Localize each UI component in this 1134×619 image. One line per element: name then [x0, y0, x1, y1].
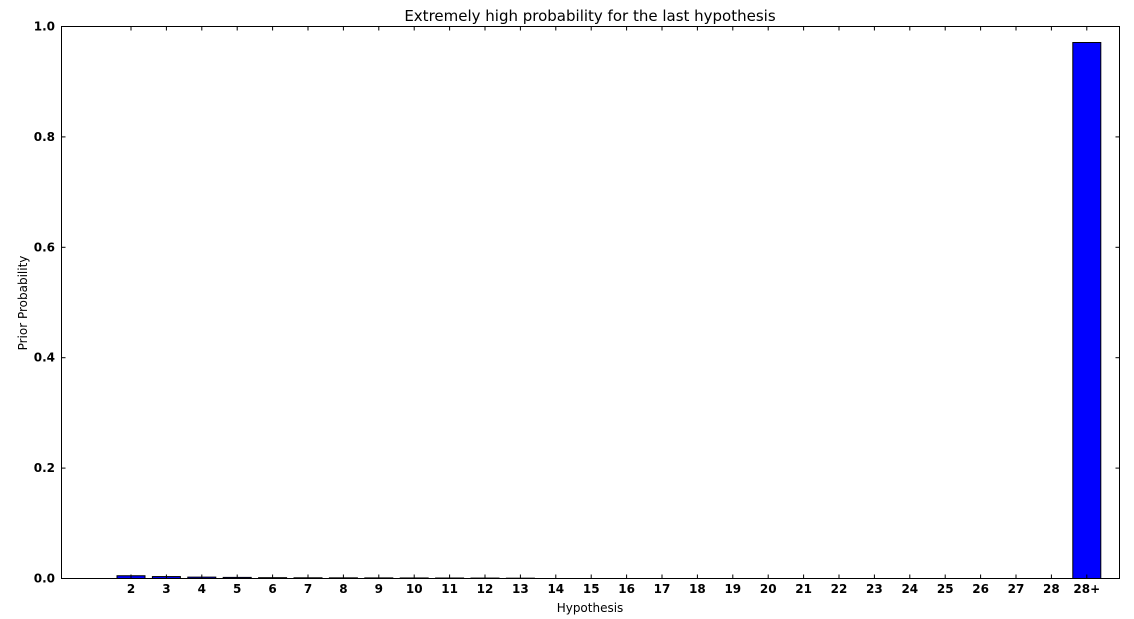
- y-tick-label-0.2: 0.2: [34, 461, 55, 475]
- x-tick-label-22: 22: [831, 582, 848, 596]
- x-tick-label-3: 3: [162, 582, 170, 596]
- x-tick-label-23: 23: [866, 582, 883, 596]
- y-tick-label-1.0: 1.0: [34, 20, 55, 34]
- x-tick-label-12: 12: [477, 582, 494, 596]
- y-tick-label-0.8: 0.8: [34, 130, 55, 144]
- x-axis-label: Hypothesis: [557, 601, 624, 615]
- x-tick-label-2: 2: [127, 582, 135, 596]
- x-tick-label-14: 14: [547, 582, 564, 596]
- bar-28+: [1072, 42, 1102, 579]
- x-tick-label-11: 11: [441, 582, 458, 596]
- x-tick-label-7: 7: [304, 582, 312, 596]
- x-tick-label-21: 21: [795, 582, 812, 596]
- x-tick-label-9: 9: [375, 582, 383, 596]
- y-tick-label-0.0: 0.0: [34, 572, 55, 586]
- x-tick-label-27: 27: [1008, 582, 1025, 596]
- x-tick-label-16: 16: [618, 582, 635, 596]
- ticks-group: 2 3 4 5 6 7 8 9 10 11 12 13 14 15 16 17 18 19 20 21 22 23 24 25…: [34, 20, 1120, 596]
- y-tick-label-0.4: 0.4: [34, 351, 55, 365]
- x-tick-label-13: 13: [512, 582, 529, 596]
- x-tick-label-17: 17: [654, 582, 671, 596]
- bars-group: [116, 42, 1102, 580]
- x-tick-label-18: 18: [689, 582, 706, 596]
- x-tick-label-10: 10: [406, 582, 423, 596]
- x-tick-label-5: 5: [233, 582, 241, 596]
- y-axis-label: Prior Probability: [16, 256, 30, 351]
- x-tick-label-24: 24: [901, 582, 918, 596]
- x-tick-label-8: 8: [339, 582, 347, 596]
- x-tick-label-20: 20: [760, 582, 777, 596]
- x-tick-label-28: 28: [1043, 582, 1060, 596]
- x-tick-label-26: 26: [972, 582, 989, 596]
- plot-frame: [61, 26, 1120, 579]
- x-tick-label-6: 6: [268, 582, 276, 596]
- chart-title: Extremely high probability for the last …: [404, 7, 776, 25]
- x-tick-label-4: 4: [198, 582, 206, 596]
- y-tick-label-0.6: 0.6: [34, 240, 55, 254]
- x-tick-label-25: 25: [937, 582, 954, 596]
- x-tick-label-15: 15: [583, 582, 600, 596]
- x-tick-label-28+: 28+: [1073, 582, 1100, 596]
- x-tick-label-19: 19: [724, 582, 741, 596]
